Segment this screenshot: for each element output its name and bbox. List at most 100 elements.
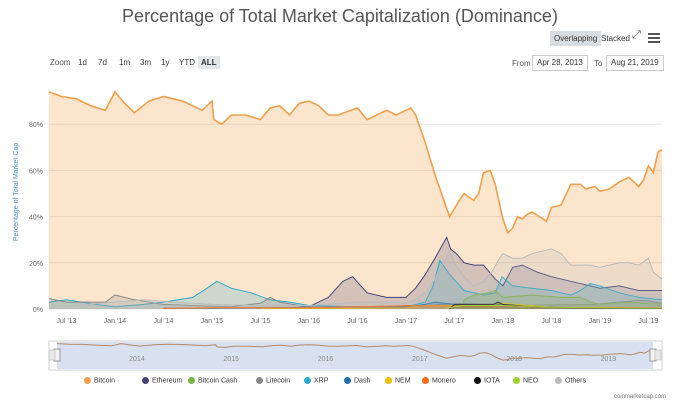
grid-lines [49, 123, 662, 310]
series-line-litecoin [48, 294, 663, 308]
y-tick-label: 80% [29, 122, 43, 129]
x-tick-label: Jul '13 [56, 318, 76, 325]
x-tick-labels: Jul '13 Jan '14 Jul '14 Jan '15 Jul '15 Jan '… [56, 318, 658, 325]
legend-label: IOTA [484, 377, 500, 385]
navigator: 2014 2015 2016 2017 2018 2019 [48, 340, 663, 371]
legend-marker [474, 377, 481, 384]
stacked-button[interactable]: Stacked [601, 34, 630, 43]
menu-icon[interactable] [648, 31, 660, 45]
zoom-3m-button[interactable]: 3m [140, 58, 152, 67]
zoom-1y-button[interactable]: 1y [161, 58, 170, 67]
legend-item-bitcoin[interactable]: Bitcoin [84, 377, 115, 384]
legend-label: Ethereum [152, 377, 183, 385]
zoom-7d-button[interactable]: 7d [98, 58, 107, 67]
to-label: To [594, 59, 603, 68]
navigator-label: 2015 [223, 356, 239, 363]
legend-item-nem[interactable]: NEM [385, 377, 411, 384]
credit-text: coinmarketcap.com [613, 394, 666, 400]
navigator-arrow [654, 349, 662, 361]
series-area-litecoin [49, 295, 662, 309]
series-line-neo [444, 305, 663, 309]
zoom-ytd-button[interactable]: YTD [179, 58, 195, 67]
series-area-nem [260, 303, 662, 309]
x-tick-label: Jul '15 [250, 318, 270, 325]
legend-item-iota[interactable]: IOTA [474, 377, 500, 384]
navigator-label: 2019 [601, 356, 617, 363]
y-tick-label: 0% [33, 307, 43, 314]
x-tick-label: Jan '15 [201, 318, 223, 325]
legend-item-monero[interactable]: Monero [422, 377, 456, 384]
series-area-xrp [49, 260, 662, 309]
legend-marker [555, 377, 562, 384]
legend-marker [385, 377, 392, 384]
legend-marker [304, 377, 311, 384]
legend-item-ethereum[interactable]: Ethereum [142, 377, 182, 384]
legend-label: Litecoin [266, 377, 291, 385]
x-tick-label: Jul '14 [153, 318, 173, 325]
legend-marker [142, 377, 149, 384]
legend-marker [513, 377, 520, 384]
legend-item-xrp[interactable]: XRP [304, 377, 328, 384]
series-area-neo [444, 305, 662, 309]
legend-label: Bitcoin [94, 377, 116, 385]
fullscreen-icon[interactable]: ⤢ [632, 29, 641, 41]
overlapping-button[interactable]: Overlapping [550, 31, 602, 46]
legend-marker [344, 377, 351, 384]
from-date-input[interactable]: Apr 28, 2013 [532, 55, 588, 71]
y-tick-labels: 0% 20% 40% 60% 80% [29, 122, 43, 314]
legend-label: NEM [395, 377, 411, 385]
navigator-label: 2016 [318, 356, 334, 363]
legend-marker [84, 377, 91, 384]
x-tick-label: Jan '19 [589, 318, 611, 325]
legend-item-bitcoin-cash[interactable]: Bitcoin Cash [188, 377, 237, 384]
legend-label: Others [565, 377, 587, 385]
legend-marker [256, 377, 263, 384]
navigator-arrow [48, 349, 56, 361]
series-line-xrp [48, 259, 663, 308]
navigator-label: 2014 [129, 356, 145, 363]
series-line-nem [260, 302, 663, 309]
zoom-1m-button[interactable]: 1m [119, 58, 131, 67]
legend-label: XRP [314, 377, 329, 385]
navigator-frame [48, 340, 663, 371]
zoom-all-button[interactable]: ALL [198, 56, 220, 69]
legend-label: NEO [523, 377, 539, 385]
legend-item-neo[interactable]: NEO [513, 377, 538, 384]
series-area-monero [163, 305, 662, 309]
x-tick-label: Jul '19 [638, 318, 658, 325]
series-area-bitcoin-cash [462, 290, 662, 309]
x-tick-label: Jul '18 [541, 318, 561, 325]
x-tick-label: Jan '18 [492, 318, 514, 325]
navigator-handle [53, 348, 61, 362]
series-line-ethereum [270, 236, 662, 309]
series-area-bitcoin [49, 91, 662, 310]
series-line-others [48, 248, 663, 308]
series-line-dash [163, 301, 663, 309]
series-area-dash [163, 302, 662, 309]
zoom-1d-button[interactable]: 1d [78, 58, 87, 67]
series-area-others [49, 248, 662, 309]
navigator-selection [57, 342, 653, 369]
legend-label: Monero [432, 377, 456, 385]
legend-item-litecoin[interactable]: Litecoin [256, 377, 290, 384]
y-tick-label: 40% [29, 215, 43, 222]
x-tick-label: Jul '16 [347, 318, 367, 325]
x-tick-label: Jan '17 [395, 318, 417, 325]
to-date-input[interactable]: Aug 21, 2019 [606, 55, 664, 71]
zoom-label: Zoom [50, 58, 71, 67]
legend-item-others[interactable]: Others [555, 377, 586, 384]
series-line-iota [449, 301, 663, 310]
legend: Bitcoin Ethereum Bitcoin Cash Litecoin XRP Da… [0, 377, 680, 391]
navigator-label: 2017 [412, 356, 428, 363]
series-line-bitcoin-cash [461, 289, 663, 310]
legend-label: Dash [354, 377, 371, 385]
y-tick-label: 20% [29, 261, 43, 268]
legend-label: Bitcoin Cash [198, 377, 238, 385]
navigator-label: 2018 [506, 356, 522, 363]
x-tick-label: Jan '16 [298, 318, 320, 325]
series-areas [48, 90, 663, 310]
x-tick-label: Jul '17 [444, 318, 464, 325]
navigator-series-line [56, 343, 654, 361]
navigator-handle [649, 348, 657, 362]
legend-item-dash[interactable]: Dash [344, 377, 370, 384]
